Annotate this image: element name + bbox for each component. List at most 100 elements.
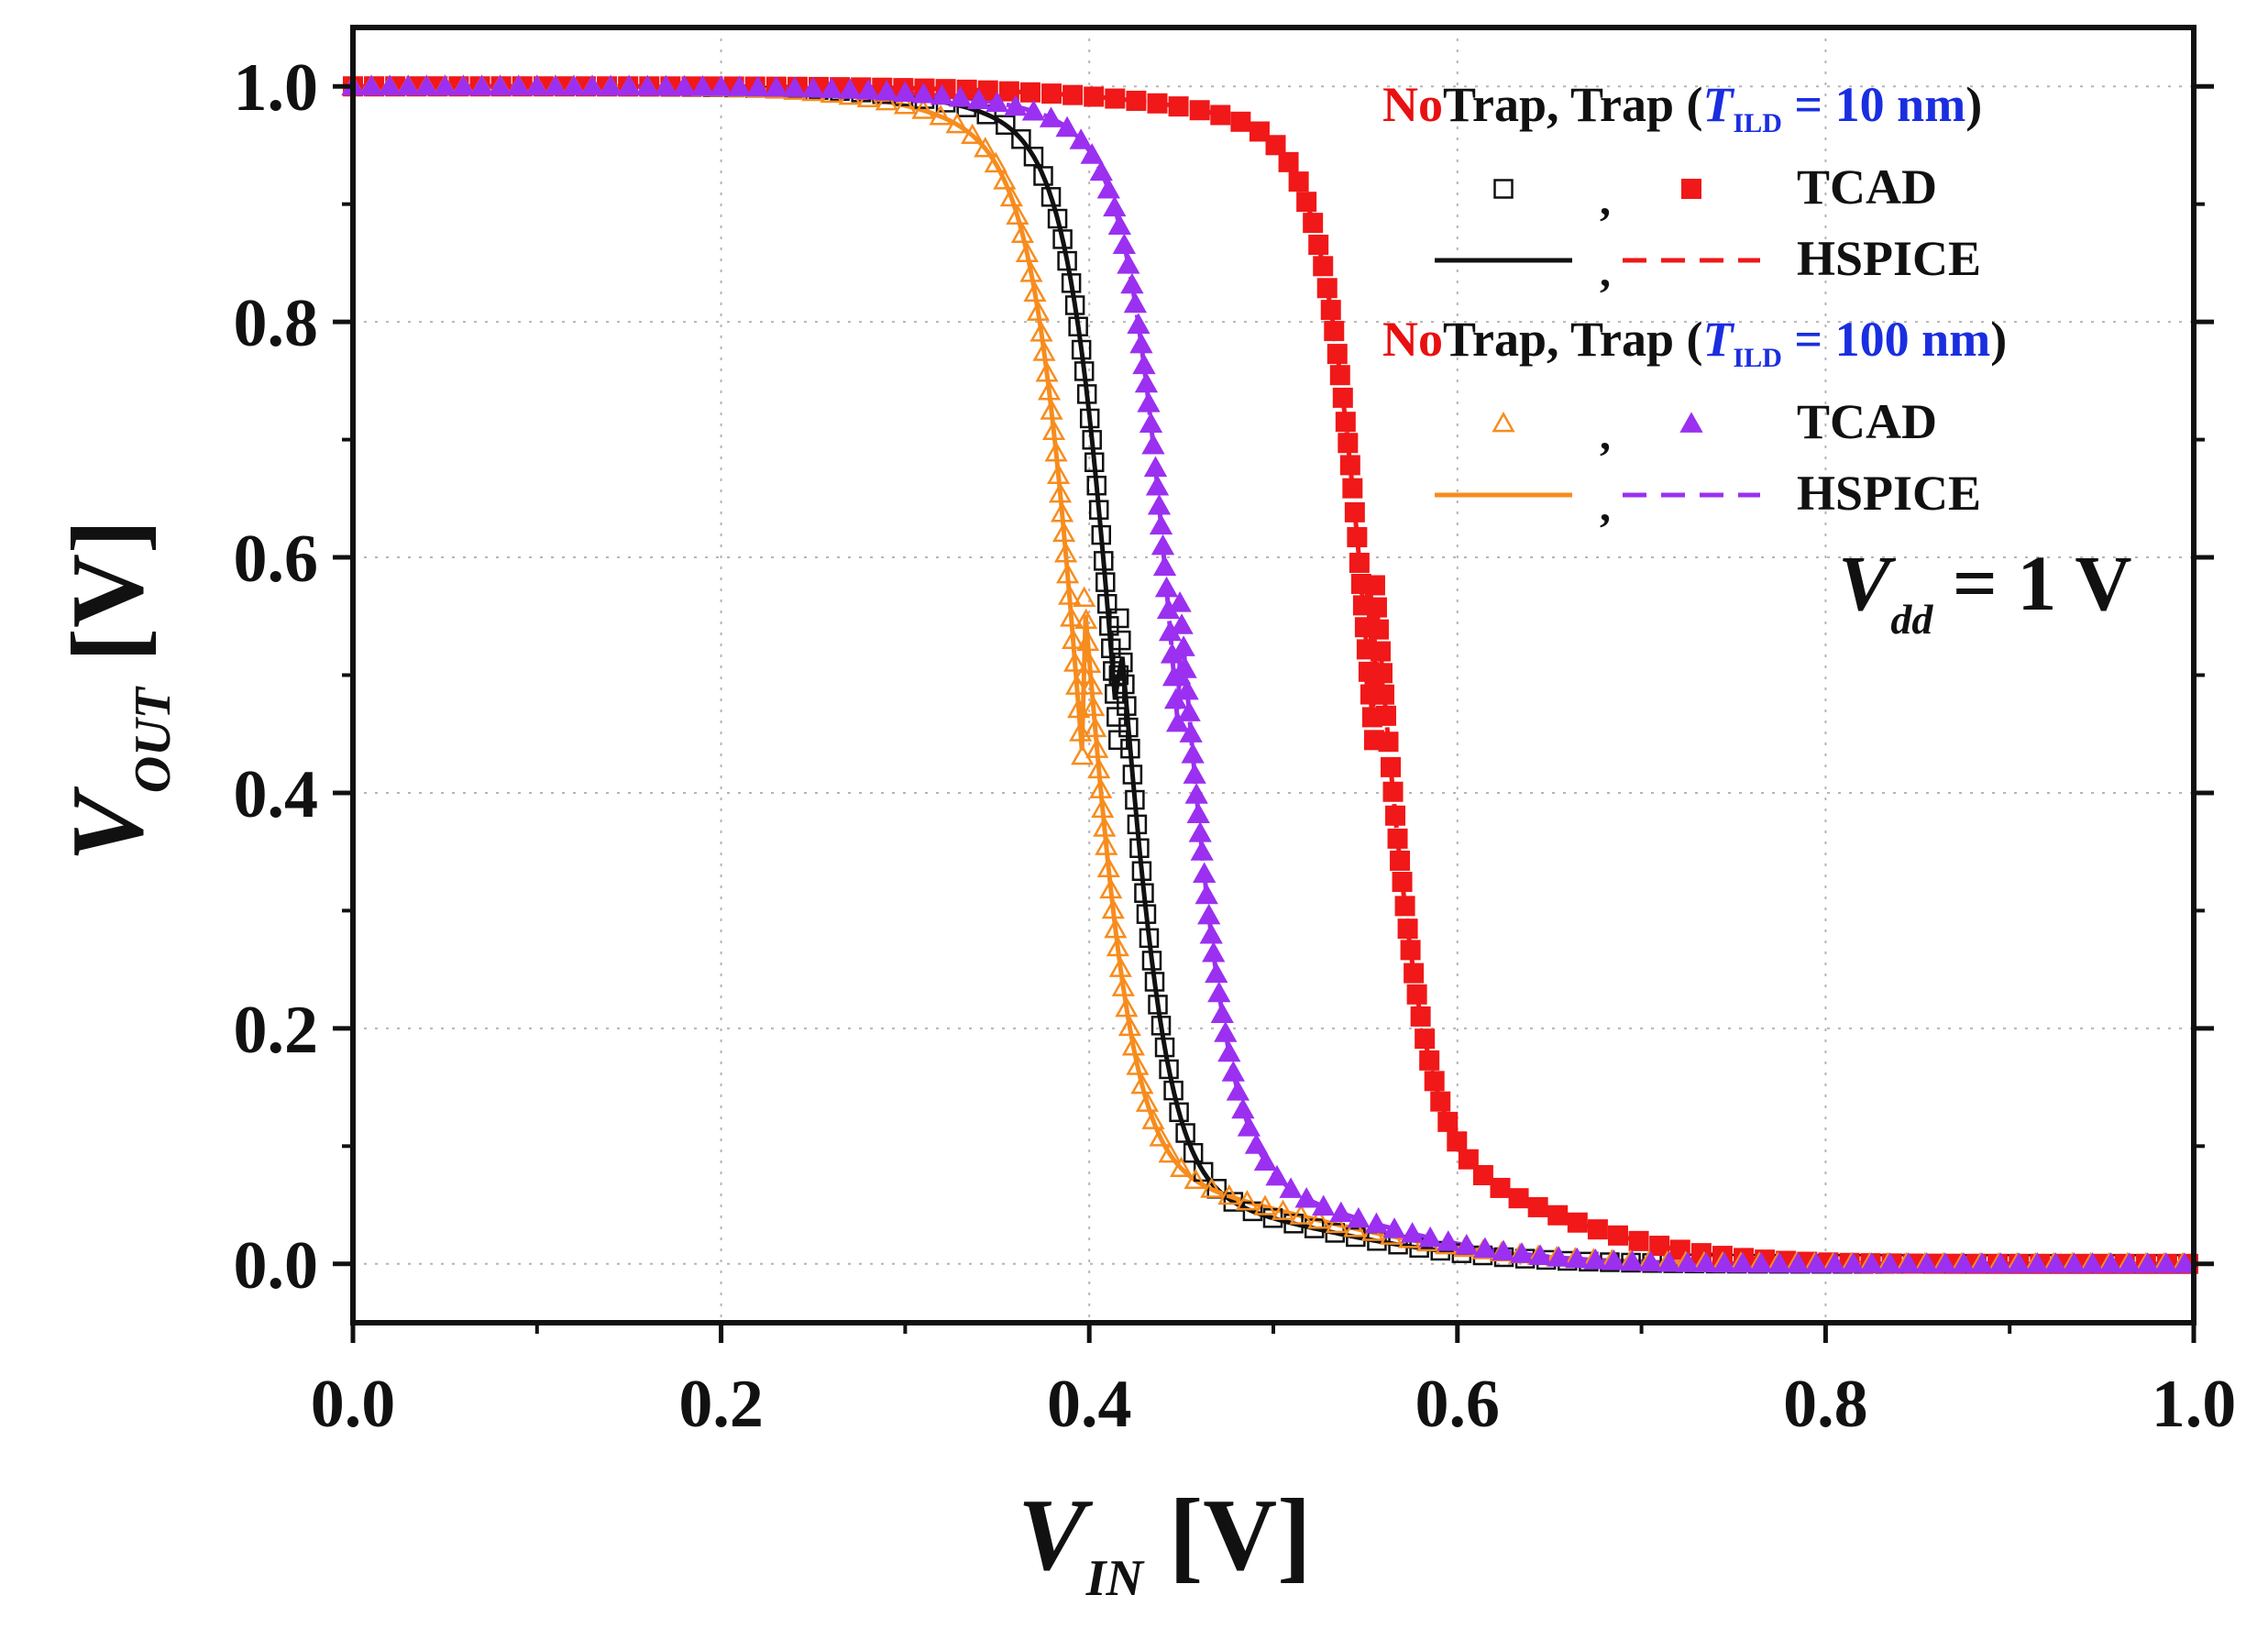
series-5-point-66 bbox=[1160, 643, 1184, 664]
y-tick-label-1: 0.2 bbox=[234, 993, 319, 1068]
series-5-point-73 bbox=[1172, 635, 1195, 656]
series-5-point-105 bbox=[1347, 1206, 1371, 1228]
series-4-point-63 bbox=[1067, 697, 1091, 719]
series-5-point-24 bbox=[783, 76, 807, 97]
series-5-point-68 bbox=[1163, 688, 1188, 710]
series-5-point-83 bbox=[1190, 840, 1214, 861]
series-1-point-75 bbox=[1368, 619, 1389, 640]
series-5-point-38 bbox=[1039, 106, 1063, 127]
series-5-point-69 bbox=[1165, 710, 1190, 732]
series-1-point-85 bbox=[1390, 850, 1411, 871]
series-5-point-116 bbox=[1547, 1246, 1570, 1267]
series-5-point-63 bbox=[1154, 576, 1179, 598]
series-5-point-20 bbox=[709, 75, 733, 96]
series-5-point-19 bbox=[690, 75, 715, 96]
legend-label-0-1: HSPICE bbox=[1797, 231, 1981, 286]
series-5-point-85 bbox=[1195, 883, 1218, 905]
series-4-point-39 bbox=[1006, 204, 1029, 226]
series-5-point-75 bbox=[1175, 678, 1199, 700]
series-1-point-50 bbox=[1313, 256, 1334, 277]
series-4-point-30 bbox=[893, 94, 917, 115]
series-5-point-39 bbox=[1055, 116, 1079, 138]
series-5-point-135 bbox=[1897, 1252, 1921, 1273]
series-4-point-96 bbox=[1170, 1156, 1194, 1178]
series-0-point-42 bbox=[1071, 339, 1092, 360]
legend-comma-0-1: , bbox=[1600, 248, 1611, 296]
series-5-point-101 bbox=[1279, 1177, 1303, 1198]
series-1-point-84 bbox=[1387, 828, 1408, 849]
series-5-point-138 bbox=[1952, 1252, 1976, 1273]
series-4-point-91 bbox=[1130, 1073, 1154, 1094]
series-1-point-79 bbox=[1375, 705, 1396, 726]
series-5-point-91 bbox=[1210, 1002, 1234, 1023]
series-4-point-89 bbox=[1121, 1035, 1145, 1056]
series-4-point-67 bbox=[1073, 586, 1096, 607]
y-tick-label-5: 1.0 bbox=[234, 50, 319, 126]
y-axis-title: VOUT [V] bbox=[51, 520, 182, 862]
series-5-point-145 bbox=[2080, 1252, 2105, 1273]
legend-comma-0-0: , bbox=[1600, 176, 1611, 225]
series-5-point-18 bbox=[672, 74, 697, 96]
series-5-point-144 bbox=[2062, 1252, 2086, 1273]
series-1-point-49 bbox=[1308, 235, 1329, 256]
series-0-point-49 bbox=[1088, 500, 1109, 520]
series-0-point-79 bbox=[1151, 1016, 1172, 1036]
legend-comma-1-0: , bbox=[1600, 411, 1611, 459]
series-4-point-83 bbox=[1104, 918, 1128, 939]
series-1-point-36 bbox=[1105, 88, 1126, 109]
series-4-point-75 bbox=[1087, 757, 1111, 779]
series-5-point-126 bbox=[1731, 1251, 1755, 1273]
series-1-point-100 bbox=[1472, 1165, 1493, 1186]
series-5-point-53 bbox=[1134, 371, 1159, 393]
series-5-point-129 bbox=[1786, 1252, 1810, 1273]
series-0-point-35 bbox=[1040, 187, 1062, 207]
series-0-point-78 bbox=[1148, 995, 1168, 1015]
series-4-point-69 bbox=[1076, 630, 1100, 652]
legend-label-0-0: TCAD bbox=[1797, 160, 1937, 214]
series-1-point-58 bbox=[1338, 433, 1359, 454]
series-5-point-71 bbox=[1168, 591, 1192, 612]
series-4-point-34 bbox=[961, 123, 985, 145]
series-4-point-33 bbox=[945, 112, 969, 134]
series-4-point-47 bbox=[1035, 361, 1059, 382]
x-tick-label-4: 0.8 bbox=[1783, 1367, 1868, 1442]
x-tick-label-0: 0.0 bbox=[311, 1367, 396, 1442]
series-5-point-77 bbox=[1179, 721, 1203, 742]
series-5-point-41 bbox=[1080, 143, 1104, 164]
series-4-point-81 bbox=[1099, 877, 1123, 899]
series-5-point-26 bbox=[820, 77, 843, 99]
series-1-point-63 bbox=[1349, 552, 1370, 573]
series-5-point-16 bbox=[635, 74, 659, 96]
series-5-point-74 bbox=[1173, 657, 1197, 678]
series-4-point-36 bbox=[984, 151, 1007, 173]
series-4-point-61 bbox=[1063, 651, 1087, 672]
series-1-point-102 bbox=[1508, 1188, 1529, 1209]
series-0-point-47 bbox=[1084, 452, 1105, 472]
series-0-point-69 bbox=[1125, 789, 1145, 810]
series-1-point-59 bbox=[1339, 455, 1360, 476]
series-5-point-3 bbox=[396, 74, 420, 96]
series-4-point-72 bbox=[1082, 695, 1106, 717]
series-5-point-52 bbox=[1132, 353, 1156, 375]
series-5-point-30 bbox=[893, 81, 918, 103]
series-1-point-48 bbox=[1303, 213, 1324, 234]
series-4-point-98 bbox=[1200, 1177, 1224, 1198]
legend-heading-0: NoTrap, Trap (TILD = 10 nm) bbox=[1382, 77, 1982, 138]
series-1-point-87 bbox=[1394, 896, 1415, 917]
series-4-point-62 bbox=[1065, 674, 1089, 695]
series-5-point-22 bbox=[746, 75, 770, 97]
series-4-point-102 bbox=[1271, 1199, 1295, 1220]
series-4-point-105 bbox=[1325, 1212, 1349, 1234]
series-4-point-37 bbox=[993, 169, 1017, 190]
series-1-point-82 bbox=[1382, 781, 1404, 802]
series-5-point-40 bbox=[1069, 128, 1093, 149]
legend-heading-1: NoTrap, Trap (TILD = 100 nm) bbox=[1382, 312, 2007, 373]
series-1-point-93 bbox=[1415, 1028, 1436, 1050]
series-5-point-49 bbox=[1123, 292, 1148, 314]
series-4-point-93 bbox=[1141, 1108, 1165, 1129]
series-1-point-80 bbox=[1378, 732, 1399, 753]
series-1-point-35 bbox=[1084, 86, 1105, 107]
legend-sample-0-0-notrap bbox=[1493, 179, 1514, 199]
series-5-point-146 bbox=[2098, 1252, 2123, 1273]
series-4-point-76 bbox=[1089, 777, 1113, 798]
